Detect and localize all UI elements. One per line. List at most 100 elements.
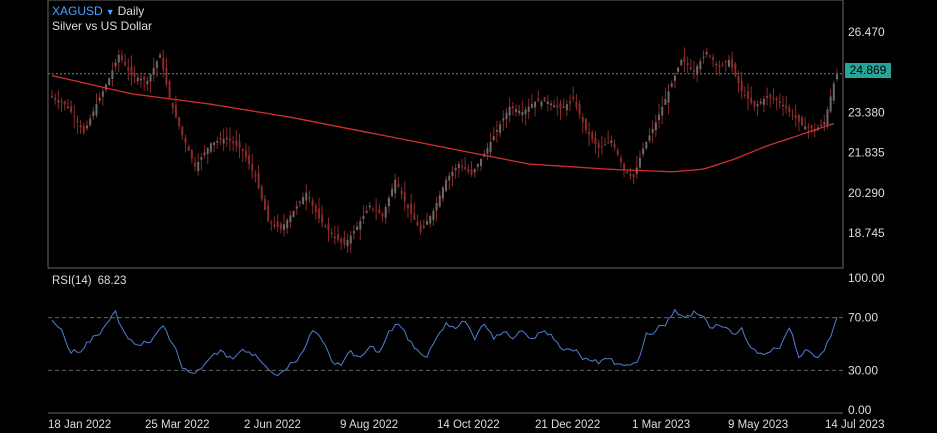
candle bbox=[302, 192, 305, 205]
candle bbox=[645, 141, 648, 151]
candle bbox=[213, 141, 216, 153]
candle bbox=[441, 185, 444, 203]
candle bbox=[823, 114, 826, 131]
candle bbox=[232, 135, 235, 152]
candle bbox=[139, 74, 142, 89]
candle bbox=[692, 60, 695, 79]
candle bbox=[527, 98, 530, 120]
candle bbox=[788, 104, 791, 118]
candle bbox=[712, 53, 715, 67]
candle bbox=[324, 223, 327, 228]
candle bbox=[775, 96, 778, 111]
candle bbox=[464, 156, 467, 171]
candle bbox=[419, 220, 422, 236]
candle bbox=[146, 76, 149, 92]
candle bbox=[508, 97, 511, 123]
candle bbox=[159, 51, 162, 58]
candle bbox=[108, 77, 111, 86]
moving-average-line bbox=[51, 74, 835, 173]
candle bbox=[375, 198, 378, 221]
candle bbox=[667, 83, 670, 115]
candle bbox=[321, 205, 324, 228]
candle bbox=[740, 71, 743, 100]
candle bbox=[168, 79, 171, 100]
candle bbox=[801, 115, 804, 127]
candle bbox=[391, 182, 394, 198]
symbol-header[interactable]: XAGUSD ▼ Daily bbox=[52, 4, 144, 20]
candle bbox=[781, 95, 784, 117]
rsi-label: RSI(14) bbox=[52, 275, 92, 287]
candle bbox=[832, 80, 835, 104]
candle bbox=[251, 154, 254, 179]
candle bbox=[734, 62, 737, 78]
candle bbox=[254, 170, 257, 183]
candle bbox=[654, 114, 657, 137]
candle bbox=[101, 86, 104, 106]
candle bbox=[63, 100, 66, 111]
candle bbox=[397, 176, 400, 188]
candle bbox=[502, 110, 505, 131]
candle bbox=[149, 73, 152, 93]
candle bbox=[111, 62, 114, 87]
candle bbox=[82, 122, 85, 135]
symbol-description: Silver vs US Dollar bbox=[52, 19, 153, 33]
candle bbox=[244, 142, 247, 163]
candle bbox=[575, 94, 578, 111]
candle bbox=[273, 216, 276, 230]
candle bbox=[95, 93, 98, 118]
candle bbox=[120, 50, 123, 64]
candle bbox=[330, 228, 333, 238]
candle bbox=[426, 212, 429, 225]
candle bbox=[260, 184, 263, 202]
candle bbox=[298, 200, 301, 208]
candle bbox=[76, 115, 79, 134]
candle bbox=[673, 72, 676, 89]
candle bbox=[753, 100, 756, 111]
candle bbox=[435, 196, 438, 222]
candle bbox=[524, 106, 527, 126]
candle bbox=[66, 98, 69, 109]
candle bbox=[384, 204, 387, 224]
candle bbox=[597, 139, 600, 158]
candle bbox=[130, 55, 133, 86]
candle bbox=[486, 142, 489, 161]
candle bbox=[708, 54, 711, 59]
candle bbox=[480, 158, 483, 172]
date-axis-label: 18 Jan 2022 bbox=[48, 419, 111, 431]
candle bbox=[467, 164, 470, 175]
candle bbox=[381, 211, 384, 222]
candle bbox=[432, 207, 435, 226]
candle bbox=[51, 89, 53, 98]
candle bbox=[178, 116, 181, 130]
candle bbox=[572, 86, 575, 102]
candle bbox=[429, 214, 432, 228]
candle bbox=[200, 153, 203, 171]
candle bbox=[127, 58, 130, 81]
candle bbox=[715, 61, 718, 76]
candle bbox=[263, 195, 266, 211]
candle bbox=[448, 172, 451, 190]
candle bbox=[559, 99, 562, 120]
candle bbox=[190, 148, 193, 164]
symbol-name[interactable]: XAGUSD bbox=[52, 4, 103, 18]
candle bbox=[225, 127, 228, 147]
candle bbox=[228, 127, 231, 151]
candle bbox=[171, 102, 174, 115]
candle bbox=[257, 164, 260, 190]
chevron-down-icon[interactable]: ▼ bbox=[105, 7, 115, 17]
candle bbox=[181, 125, 184, 140]
candle bbox=[308, 190, 311, 203]
candle bbox=[92, 107, 95, 121]
candle bbox=[387, 195, 390, 214]
candle bbox=[349, 230, 352, 254]
candle bbox=[283, 213, 286, 237]
candle bbox=[406, 204, 409, 219]
candle bbox=[778, 93, 781, 109]
candle bbox=[610, 135, 613, 148]
candle bbox=[378, 203, 381, 215]
candle bbox=[607, 130, 610, 144]
candle bbox=[603, 137, 606, 146]
candle bbox=[473, 167, 476, 178]
candle bbox=[413, 202, 416, 221]
